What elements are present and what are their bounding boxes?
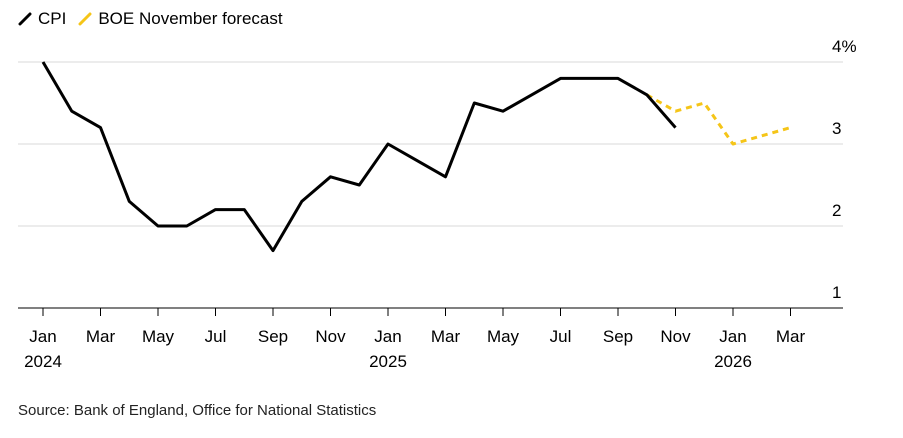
y-tick-label: 3: [832, 119, 841, 138]
series-lines: [41, 61, 791, 253]
x-year-label: 2024: [24, 352, 62, 371]
legend-item-cpi: CPI: [18, 9, 66, 29]
x-year-label: 2026: [714, 352, 752, 371]
series-line-boe-forecast: [646, 93, 791, 146]
y-tick-label: 2: [832, 201, 841, 220]
legend-label-cpi: CPI: [38, 9, 67, 28]
x-tick-label: Nov: [315, 327, 346, 346]
x-tick-label: May: [142, 327, 175, 346]
x-tick-label: Jan: [29, 327, 56, 346]
x-tick-label: Jan: [374, 327, 401, 346]
x-tick-label: Jan: [719, 327, 746, 346]
y-tick-label: 1: [832, 283, 841, 302]
series-line-cpi: [41, 61, 677, 253]
x-tick-label: Sep: [258, 327, 288, 346]
x-tick-label: Nov: [660, 327, 691, 346]
legend-swatch-boe-forecast: [78, 12, 92, 26]
x-tick-label: Jul: [550, 327, 572, 346]
x-year-label: 2025: [369, 352, 407, 371]
x-tick-label: May: [487, 327, 520, 346]
legend-swatch-cpi: [18, 12, 32, 26]
legend-item-boe-forecast: BOE November forecast: [78, 9, 283, 29]
chart: 4% 3 2 1 Jan 2024 Mar May Jul Sep Nov Jan 2025 Mar Ma…: [18, 37, 857, 371]
legend-label-boe-forecast: BOE November forecast: [98, 9, 283, 28]
x-tick-label: Mar: [776, 327, 806, 346]
y-tick-labels: 4% 3 2 1: [832, 37, 857, 302]
x-tick-label: Sep: [603, 327, 633, 346]
x-tick-label: Mar: [86, 327, 116, 346]
legend: CPI BOE November forecast: [18, 8, 283, 30]
y-tick-label: 4%: [832, 37, 857, 56]
source-note: Source: Bank of England, Office for Nati…: [18, 402, 377, 419]
grid-lines: [18, 61, 843, 227]
x-tick-labels: Jan 2024 Mar May Jul Sep Nov Jan 2025 Mar May Jul Se…: [24, 308, 805, 371]
x-tick-label: Mar: [431, 327, 461, 346]
x-tick-label: Jul: [205, 327, 227, 346]
